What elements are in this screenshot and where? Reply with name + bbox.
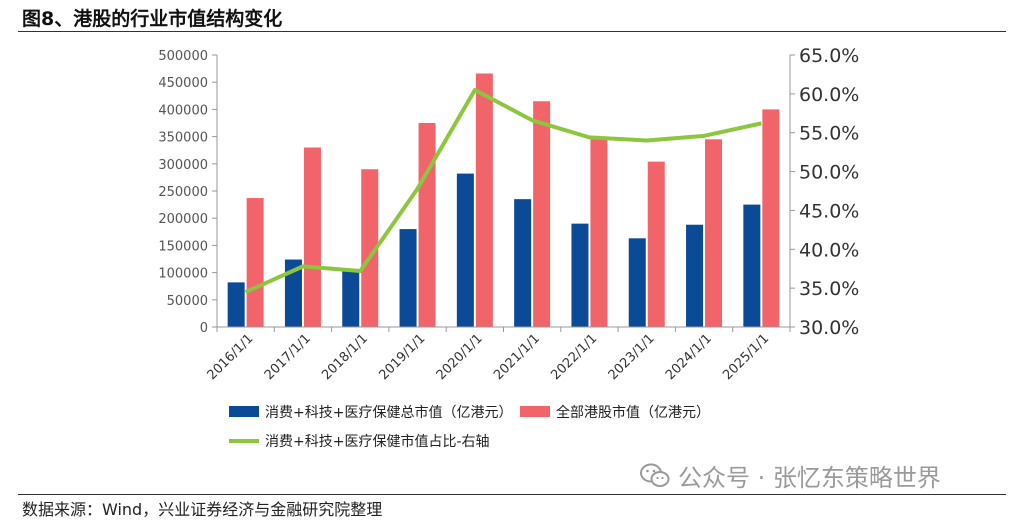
right-tick-label: 55.0%: [799, 123, 859, 145]
right-tick-label: 45.0%: [799, 200, 859, 222]
legend-label-red: 全部港股市值（亿港元）: [556, 404, 710, 421]
x-tick-label: 2024/1/1: [663, 331, 715, 383]
left-tick-label: 0: [200, 321, 208, 336]
watermark: 公众号 · 张忆东策略世界: [640, 458, 941, 493]
series-blue-bars: [227, 173, 761, 327]
right-tick-label: 40.0%: [799, 239, 859, 261]
bar-red-2019/1/1: [418, 123, 436, 327]
bar-blue-2018/1/1: [342, 270, 360, 327]
bar-red-2018/1/1: [361, 169, 379, 327]
left-tick-label: 200000: [158, 212, 208, 227]
bar-blue-2021/1/1: [514, 199, 532, 327]
ratio-line: [244, 87, 762, 294]
left-tick-label: 450000: [158, 76, 208, 91]
bar-red-2023/1/1: [647, 161, 665, 327]
right-tick-label: 50.0%: [799, 162, 859, 184]
bar-blue-2017/1/1: [284, 259, 302, 327]
right-tick-label: 60.0%: [799, 84, 859, 106]
legend-label-green: 消费+科技+医疗保健市值占比-右轴: [265, 433, 490, 450]
x-tick-label: 2025/1/1: [720, 331, 772, 383]
legend-swatch-red: [520, 406, 550, 417]
left-tick-label: 350000: [158, 131, 208, 146]
left-axis-ticks: 0 50000 100000 150000 200000 250000 300000 3500…: [158, 49, 217, 336]
right-tick-label: 30.0%: [799, 317, 859, 339]
left-tick-label: 50000: [167, 294, 208, 309]
series-ratio-line: [244, 87, 762, 294]
chart-title: 图8、港股的行业市值结构变化: [22, 8, 283, 30]
left-tick-label: 500000: [158, 49, 208, 64]
legend-label-blue: 消费+科技+医疗保健总市值（亿港元）: [265, 404, 512, 421]
footer-divider: [18, 494, 1006, 495]
x-tick-label: 2023/1/1: [606, 331, 658, 383]
left-tick-label: 250000: [158, 185, 208, 200]
series-red-bars: [246, 73, 780, 328]
bar-blue-2023/1/1: [628, 238, 646, 327]
x-axis-ticks: 2016/1/1 2017/1/1 2018/1/1 2019/1/1 2020/1/1…: [205, 331, 773, 383]
x-tick-label: 2022/1/1: [548, 331, 600, 383]
right-tick-label: 35.0%: [799, 278, 859, 300]
bar-blue-2025/1/1: [743, 204, 761, 327]
left-tick-label: 300000: [158, 158, 208, 173]
right-axis-ticks: 30.0% 35.0% 40.0% 45.0% 50.0% 55.0% 60.0% 65.0%: [790, 45, 859, 339]
bar-red-2021/1/1: [533, 101, 551, 328]
bar-red-2016/1/1: [246, 198, 264, 327]
bar-blue-2022/1/1: [571, 223, 589, 327]
left-tick-label: 150000: [158, 239, 208, 254]
x-tick-label: 2021/1/1: [491, 331, 543, 383]
x-tick-label: 2016/1/1: [205, 331, 257, 383]
bar-red-2017/1/1: [303, 147, 321, 327]
watermark-text: 公众号 · 张忆东策略世界: [678, 464, 941, 492]
bar-red-2025/1/1: [762, 109, 780, 328]
right-tick-label: 65.0%: [799, 45, 859, 67]
x-tick-label: 2020/1/1: [434, 331, 486, 383]
left-tick-label: 100000: [158, 267, 208, 282]
bar-red-2024/1/1: [705, 139, 723, 327]
source-note: 数据来源：Wind，兴业证券经济与金融研究院整理: [22, 500, 383, 519]
legend-swatch-blue: [229, 406, 259, 417]
left-tick-label: 400000: [158, 103, 208, 118]
bar-blue-2019/1/1: [399, 229, 417, 327]
x-tick-label: 2018/1/1: [319, 331, 371, 383]
x-tick-label: 2017/1/1: [262, 331, 314, 383]
bar-blue-2016/1/1: [227, 282, 245, 327]
bar-blue-2024/1/1: [686, 224, 704, 327]
title-divider: [18, 31, 1006, 32]
bar-red-2022/1/1: [590, 136, 608, 327]
bar-red-2020/1/1: [475, 73, 493, 327]
legend: 消费+科技+医疗保健总市值（亿港元） 全部港股市值（亿港元） 消费+科技+医疗保健市…: [229, 404, 710, 450]
wechat-icon: [640, 463, 670, 487]
x-tick-label: 2019/1/1: [376, 331, 428, 383]
axes: [216, 55, 791, 332]
bar-blue-2020/1/1: [456, 173, 474, 327]
